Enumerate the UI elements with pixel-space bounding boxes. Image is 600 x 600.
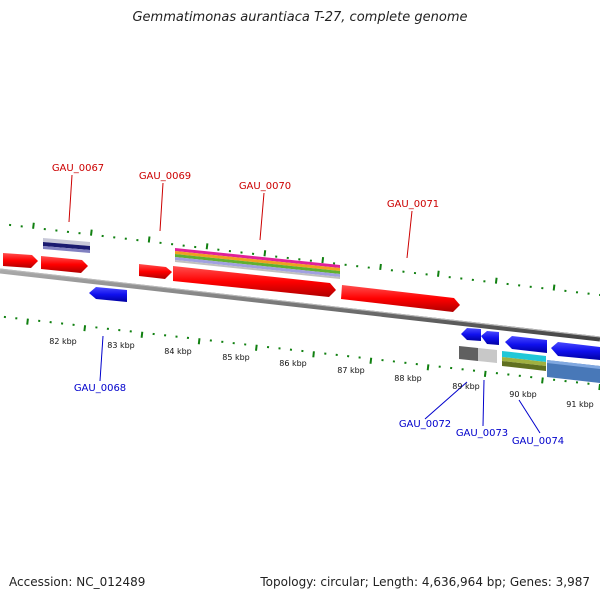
feature-track-multicolor <box>175 248 340 279</box>
accession-text: Accession: NC_012489 <box>9 575 146 589</box>
outer-scale-ring <box>9 222 600 296</box>
forward-gene-arrow[interactable] <box>173 266 336 297</box>
reverse-gene-arrow[interactable] <box>505 336 547 353</box>
major-tick <box>32 222 35 229</box>
scale-label: 88 kbp <box>394 374 422 383</box>
feature-track-steelblue <box>547 360 600 383</box>
feature-track-cyan-olive <box>502 351 546 371</box>
major-tick <box>426 364 430 371</box>
genome-summary-text: Topology: circular; Length: 4,636,964 bp… <box>260 575 590 589</box>
reverse-gene-arrow[interactable] <box>481 331 499 345</box>
reverse-gene-arrow[interactable] <box>551 342 600 360</box>
scale-label: 91 kbp <box>566 400 594 409</box>
reverse-gene-arrow[interactable] <box>89 287 127 302</box>
major-tick <box>147 236 151 243</box>
major-tick <box>321 256 325 264</box>
major-tick <box>197 338 201 345</box>
feature-track-navy <box>43 238 90 253</box>
scale-label: 87 kbp <box>337 366 365 375</box>
gene-label-gau-0069[interactable]: GAU_0069 <box>139 171 191 182</box>
genome-backbone <box>0 268 600 342</box>
forward-gene-arrow[interactable] <box>139 264 172 279</box>
forward-gene-arrow[interactable] <box>341 285 460 312</box>
major-tick <box>83 325 87 332</box>
scale-label: 82 kbp <box>49 337 77 346</box>
major-tick <box>312 351 315 358</box>
gene-label-gau-0068[interactable]: GAU_0068 <box>74 383 126 394</box>
major-tick <box>541 377 544 384</box>
major-tick <box>90 229 93 236</box>
major-tick <box>379 263 382 271</box>
scale-labels: 82 kbp 83 kbp 84 kbp 85 kbp 86 kbp 87 kb… <box>49 337 594 409</box>
major-tick <box>483 370 487 378</box>
gene-label-group: GAU_0067 GAU_0069 GAU_0070 GAU_0071 <box>52 163 439 259</box>
gene-label-gau-0067[interactable]: GAU_0067 <box>52 163 104 174</box>
major-tick <box>140 331 144 338</box>
scale-label: 86 kbp <box>279 359 307 368</box>
scale-label: 84 kbp <box>164 347 192 356</box>
scale-label: 83 kbp <box>107 341 135 350</box>
major-tick <box>26 318 29 325</box>
inner-scale-ring <box>3 315 600 391</box>
gene-label-gau-0074[interactable]: GAU_0074 <box>512 436 564 447</box>
reverse-gene-arrow[interactable] <box>461 328 481 341</box>
feature-track-gray <box>459 346 497 363</box>
major-tick <box>205 243 209 250</box>
major-tick <box>437 270 440 277</box>
major-tick <box>552 284 556 291</box>
major-tick <box>369 357 373 364</box>
major-tick <box>255 344 258 351</box>
gene-label-gau-0072[interactable]: GAU_0072 <box>399 419 451 430</box>
gene-label-gau-0071[interactable]: GAU_0071 <box>387 199 439 210</box>
scale-label: 85 kbp <box>222 353 250 362</box>
gene-label-gau-0070[interactable]: GAU_0070 <box>239 181 291 192</box>
major-tick <box>494 277 498 284</box>
forward-gene-arrow[interactable] <box>3 253 38 268</box>
major-tick <box>263 250 267 257</box>
gene-label-group: GAU_0068 GAU_0072 GAU_0073 GAU_0074 <box>74 335 564 447</box>
genome-title: Gemmatimonas aurantiaca T-27, complete g… <box>132 10 468 25</box>
gene-label-gau-0073[interactable]: GAU_0073 <box>456 428 508 439</box>
scale-label: 90 kbp <box>509 390 537 399</box>
forward-gene-arrow[interactable] <box>41 256 88 273</box>
scale-label: 89 kbp <box>452 382 480 391</box>
